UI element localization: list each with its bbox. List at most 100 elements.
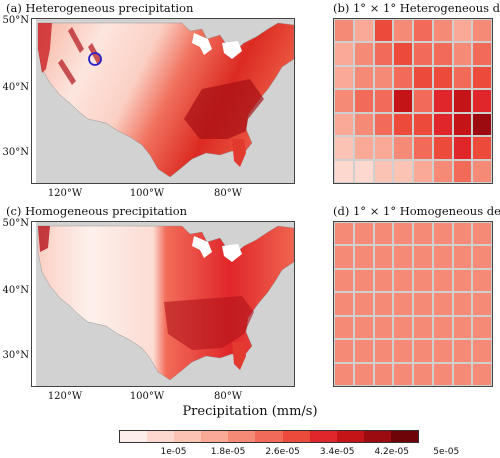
grid-cell — [373, 292, 394, 316]
grid-cell — [353, 42, 374, 66]
grid-cell — [472, 159, 492, 183]
grid-cell — [393, 315, 413, 340]
grid-cell — [452, 19, 473, 43]
grid-cell — [472, 339, 492, 363]
grid-cell — [413, 245, 433, 269]
grid-cell — [432, 65, 453, 90]
panel-a-lon-120: 120°W — [47, 188, 83, 199]
grid-cell — [353, 339, 374, 363]
grid-cell — [373, 268, 394, 293]
grid-cell — [334, 222, 354, 246]
panel-c-map-svg — [32, 222, 294, 386]
panel-c-lat-30: 30°N — [2, 350, 29, 361]
grid-cell — [413, 159, 433, 183]
great-lakes — [192, 236, 242, 262]
colorbar-swatch — [390, 431, 419, 442]
panel-c-lon-100: 100°W — [129, 391, 165, 402]
colorbar-swatch — [309, 431, 337, 442]
grid-cell — [413, 112, 433, 137]
grid-cell — [432, 159, 453, 183]
grid-cell — [472, 292, 492, 316]
colorbar-tick-label: 2.6e-05 — [265, 447, 300, 457]
colorbar-swatch — [282, 431, 310, 442]
grid-cell — [432, 136, 453, 160]
grid-cell — [452, 245, 473, 269]
grid-cell — [452, 292, 473, 316]
panel-a-lat-40: 40°N — [2, 82, 29, 93]
grid-cell — [413, 136, 433, 160]
grid-cell — [452, 136, 473, 160]
grid-cell — [413, 339, 433, 363]
panel-a-map-svg — [32, 19, 294, 183]
grid-cell — [472, 19, 492, 43]
grid-cell — [452, 42, 473, 66]
grid-cell — [353, 112, 374, 137]
great-lakes — [192, 33, 242, 59]
grid-cell — [334, 315, 354, 340]
grid-cell — [432, 268, 453, 293]
grid-cell — [413, 292, 433, 316]
grid-cell — [432, 362, 453, 386]
grid-cell — [373, 65, 394, 90]
colorbar-swatch — [228, 431, 256, 442]
grid-cell — [373, 159, 394, 183]
grid-cell — [393, 112, 413, 137]
panel-a-lon-100: 100°W — [129, 188, 165, 199]
grid-cell — [353, 159, 374, 183]
grid-cell — [334, 136, 354, 160]
grid-cell — [472, 245, 492, 269]
grid-cell — [432, 222, 453, 246]
grid-cell — [432, 89, 453, 113]
panel-b-grid — [333, 18, 493, 184]
panel-a-title: (a) Heterogeneous precipitation — [6, 1, 194, 15]
panel-c-map — [31, 221, 295, 387]
rockies-wet-streaks — [58, 27, 102, 85]
grid-cell — [334, 159, 354, 183]
colorbar-swatch — [363, 431, 391, 442]
colorbar-swatch — [336, 431, 364, 442]
grid-cell — [452, 65, 473, 90]
florida — [232, 342, 246, 370]
colorbar-tick-label: 1e-05 — [160, 447, 187, 457]
grid-cell — [373, 362, 394, 386]
panel-b-title: (b) 1° × 1° Heterogeneous demo — [333, 1, 500, 15]
grid-cell — [334, 292, 354, 316]
grid-cell — [353, 89, 374, 113]
grid-cell — [452, 112, 473, 137]
colorbar-swatch — [174, 431, 202, 442]
grid-cell — [373, 339, 394, 363]
grid-cell — [373, 136, 394, 160]
grid-cell — [353, 292, 374, 316]
grid-cell — [373, 222, 394, 246]
grid-cell — [432, 42, 453, 66]
grid-cell — [432, 315, 453, 340]
grid-cell — [452, 362, 473, 386]
grid-cell — [334, 339, 354, 363]
grid-cell — [393, 292, 413, 316]
grid-cell — [373, 19, 394, 43]
grid-cell — [353, 362, 374, 386]
panel-c-lat-50: 50°N — [2, 218, 29, 229]
colorbar-swatch — [147, 431, 175, 442]
grid-cell — [373, 112, 394, 137]
grid-cell — [432, 292, 453, 316]
colorbar-swatch — [120, 431, 148, 442]
pacific-ocean — [32, 222, 36, 386]
panel-c-lon-120: 120°W — [47, 391, 83, 402]
grid-cell — [452, 222, 473, 246]
grid-cell — [413, 268, 433, 293]
grid-cell — [353, 222, 374, 246]
grid-cell — [334, 362, 354, 386]
grid-cell — [472, 112, 492, 137]
southeast-heavy-precip — [164, 296, 254, 350]
grid-cell — [452, 315, 473, 340]
grid-cell — [393, 268, 413, 293]
colorbar-tick-label: 1.8e-05 — [210, 447, 246, 457]
grid-cell — [413, 315, 433, 340]
grid-cell — [334, 112, 354, 137]
colorbar-tick-label: 5e-05 — [433, 447, 460, 457]
grid-cell — [432, 245, 453, 269]
grid-cell — [472, 362, 492, 386]
west-coast-wet-strip — [38, 23, 52, 73]
grid-cell — [393, 159, 413, 183]
